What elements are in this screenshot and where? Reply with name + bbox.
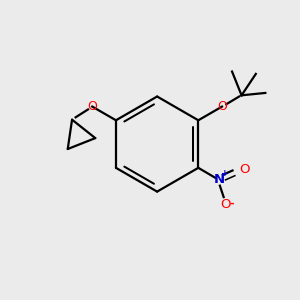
Text: O: O: [87, 100, 97, 113]
Text: O: O: [217, 100, 227, 113]
Text: +: +: [221, 169, 229, 178]
Text: -: -: [229, 199, 234, 209]
Text: O: O: [220, 198, 231, 212]
Text: O: O: [239, 163, 250, 176]
Text: N: N: [213, 173, 224, 186]
